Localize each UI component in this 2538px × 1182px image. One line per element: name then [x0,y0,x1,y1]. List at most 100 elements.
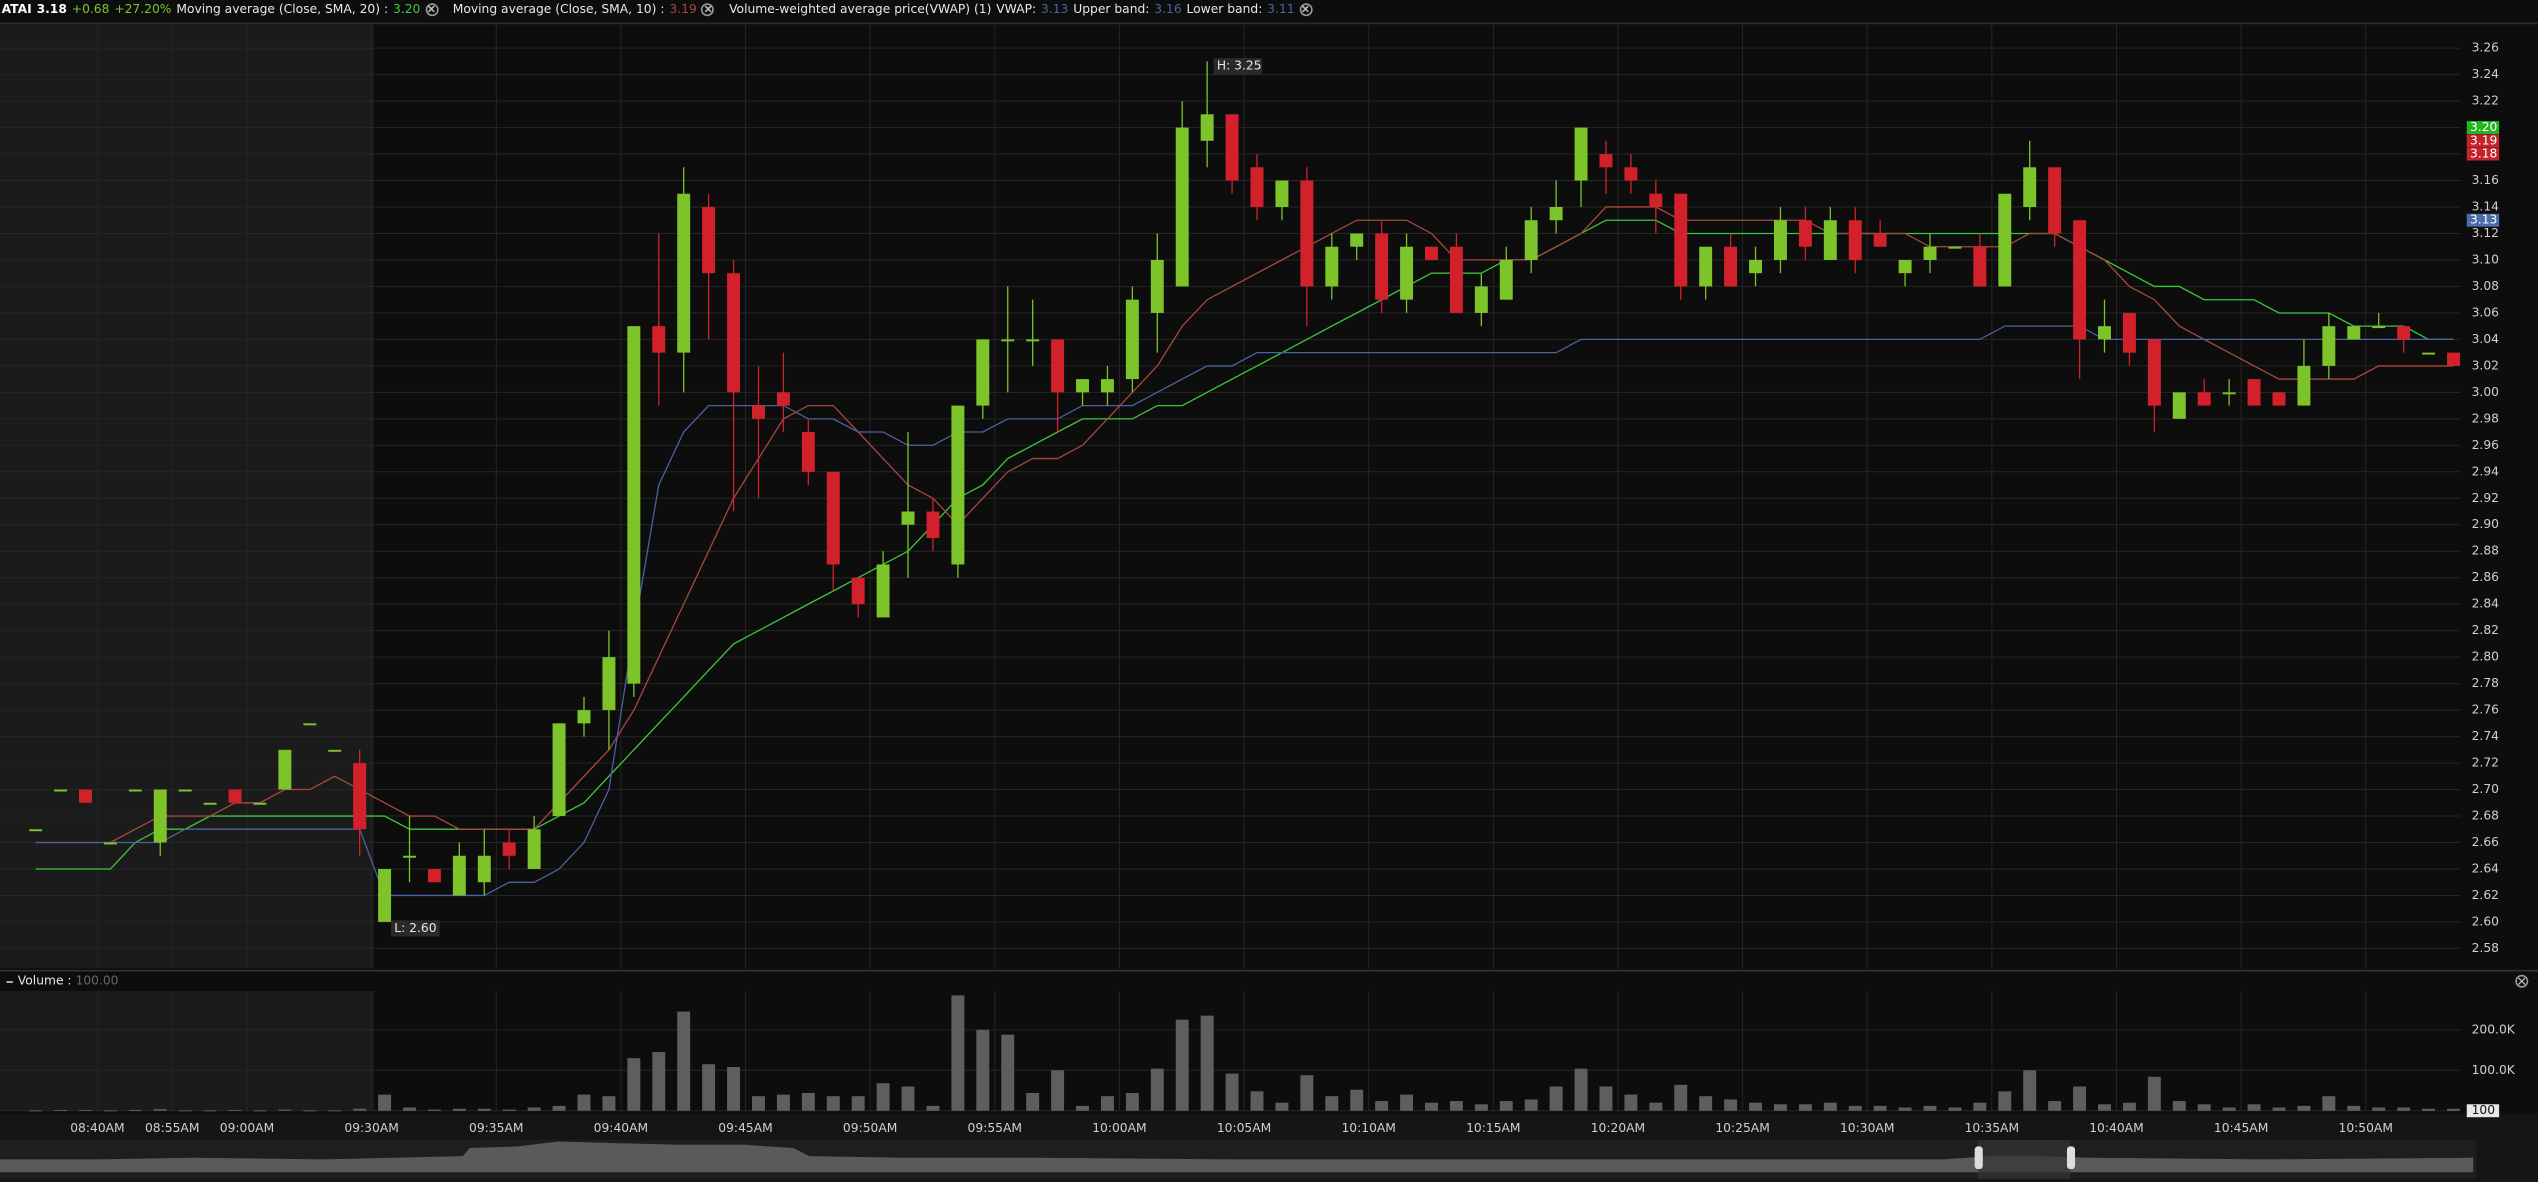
volume-title: Volume : [17,973,72,988]
y-tick-label: 2.76 [2472,703,2500,717]
volume-bar [1724,1099,1738,1111]
close-pane[interactable] [2515,974,2529,988]
price-tag [2466,147,2500,161]
volume-bar [1076,1105,1089,1111]
volume-bar [1001,1034,1015,1111]
volume-bar [328,1110,342,1112]
candle-body [1425,246,1438,260]
remove-indicator[interactable] [701,2,715,16]
volume-bar [1375,1101,1389,1111]
candle-body [1624,167,1638,181]
candle-body [1649,193,1663,207]
candle-body [2222,392,2236,395]
collapse-toggle[interactable] [6,980,13,983]
readout-label: Upper band: [1073,1,1150,17]
candle-body [2322,326,2336,366]
navigator-window[interactable] [1977,1139,2071,1179]
candle-body [203,802,217,805]
volume-bar [128,1109,142,1111]
y-tick-label: 2.60 [2472,914,2499,928]
volume-bar [1524,1099,1538,1111]
remove-indicator[interactable] [425,2,439,16]
candle-body [2048,167,2062,234]
y-tick-label: 3.24 [2472,67,2500,81]
volume-bar [29,1110,43,1112]
volume-bar [1848,1105,1862,1111]
x-tick-label: 10:45AM [2214,1121,2268,1135]
price-tag-label: 3.20 [2470,120,2497,134]
candle-body [1051,339,1065,393]
volume-bar [2397,1107,2411,1111]
volume-bar [78,1109,92,1111]
volume-bar [801,1092,815,1111]
y-tick-label: 2.86 [2472,570,2500,584]
indicator-readout: 3.11 [1267,1,1295,17]
y-tick-label: 2.62 [2472,888,2499,902]
price-tag-label: 3.19 [2470,133,2497,147]
candle-body [1574,127,1588,181]
remove-indicator[interactable] [1299,2,1313,16]
candle-body [2422,352,2436,355]
volume-bar [1250,1091,1264,1111]
volume-bar [303,1110,317,1112]
volume-bar [452,1108,466,1111]
candle-body [552,723,566,817]
premarket-shade [0,990,374,1111]
volume-bar [2023,1070,2037,1111]
indicator-readout: 3.16 [1154,1,1182,17]
change: +0.68 [71,1,110,17]
volume-header: Volume : 100.00 [6,973,119,988]
candle-body [752,405,765,419]
volume-bar [2247,1104,2261,1111]
candle-body [2372,326,2386,329]
close-pane-icon [2518,977,2526,985]
volume-bar [1425,1102,1438,1111]
volume-bar [2197,1104,2211,1111]
price-tag [2466,213,2500,227]
candle-body [2172,392,2186,419]
candle-body [627,326,641,684]
y-tick-label: 2.98 [2472,411,2499,425]
annotation: H: 3.25 [1217,59,1262,73]
volume-bar [2073,1086,2087,1111]
volume-bar [1649,1102,1663,1111]
candle-body [1076,379,1089,393]
y-tick-label: 2.58 [2472,941,2499,955]
y-tick-label: 2.68 [2472,809,2499,823]
volume-bar [1574,1068,1588,1111]
y-tick-label: 2.64 [2472,861,2500,875]
y-tick-label: 2.84 [2472,597,2500,611]
change-percent: +27.20% [114,1,172,17]
candle-body [1400,246,1414,300]
volume-bar [1125,1092,1139,1111]
indicator-name: Moving average (Close, SMA, 10) : [452,1,665,17]
candle-body [502,842,516,856]
volume-bar [103,1110,117,1112]
candle-body [2122,312,2136,353]
navigator-handle[interactable] [1974,1146,1983,1170]
candle-body [403,855,416,858]
candle-body [328,749,342,752]
candle-body [303,723,317,726]
candle-body [1001,339,1015,342]
volume-bar [752,1096,765,1111]
candle-body [477,855,491,883]
candle-body [2073,220,2087,340]
legend-bar: ATAI 3.18 +0.68 +27.20% Moving average (… [2,1,1322,17]
volume-bar [876,1083,890,1111]
price-tag-label: 3.18 [2470,147,2497,161]
volume-bar [851,1096,865,1111]
candle-body [1848,220,1862,260]
volume-bar [1275,1102,1289,1111]
candle-body [851,577,865,605]
candle-body [976,339,990,406]
navigator-handle[interactable] [2066,1146,2076,1170]
volume-bar [378,1094,392,1111]
indicator-line [35,206,2454,844]
volume-bar [1948,1107,1962,1111]
x-tick-label: 10:35AM [1965,1121,2019,1135]
candle-body [1499,259,1513,300]
candle-body [727,273,741,393]
candle-body [1375,233,1389,300]
candle-body [1549,206,1563,221]
